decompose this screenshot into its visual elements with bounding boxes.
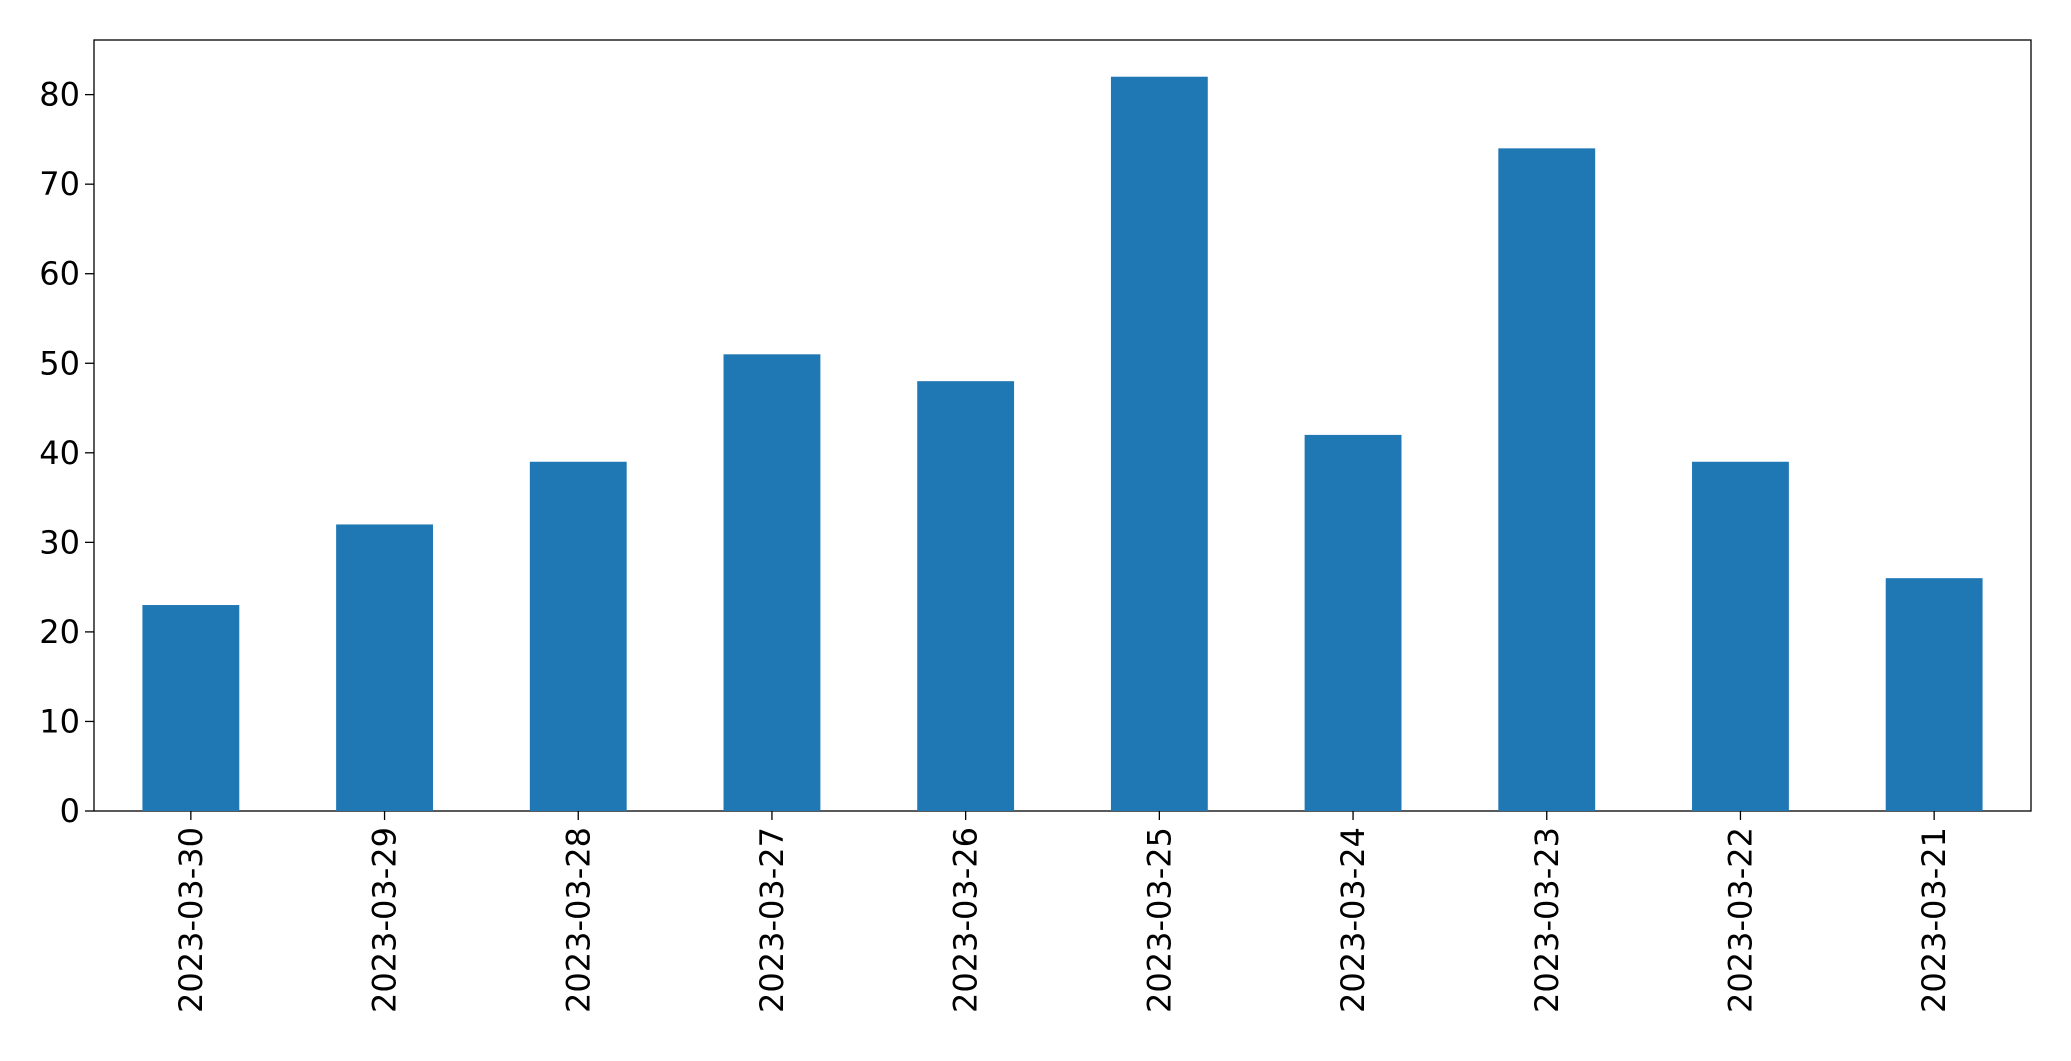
x-tick-label: 2023-03-26: [947, 827, 985, 1013]
x-tick-label: 2023-03-29: [366, 827, 404, 1013]
y-tick-label: 40: [39, 434, 80, 472]
bar: [336, 524, 433, 811]
axes-frame: [93, 39, 2032, 812]
y-tick-label: 0: [60, 792, 80, 830]
y-tick-label: 80: [39, 76, 80, 114]
x-tick-label: 2023-03-22: [1721, 827, 1759, 1013]
x-tick-label: 2023-03-27: [753, 827, 791, 1013]
y-tick-label: 70: [39, 165, 80, 203]
bar: [1304, 434, 1402, 811]
x-tick-label: 2023-03-25: [1140, 827, 1178, 1013]
bar: [529, 461, 627, 811]
x-tick-label: 2023-03-30: [172, 827, 210, 1013]
bar: [1692, 461, 1789, 811]
x-tick-label: 2023-03-28: [559, 827, 597, 1013]
bar: [1110, 76, 1208, 811]
bar: [1498, 148, 1596, 811]
x-tick-label: 2023-03-23: [1528, 827, 1566, 1013]
y-tick-label: 20: [39, 613, 80, 651]
y-tick-label: 60: [39, 255, 80, 293]
x-tick-label: 2023-03-24: [1334, 827, 1372, 1013]
y-tick-label: 30: [39, 523, 80, 561]
y-tick-label: 10: [39, 702, 80, 740]
x-tick-label: 2023-03-21: [1915, 827, 1953, 1013]
y-tick-label: 50: [39, 344, 80, 382]
bar: [1885, 578, 1983, 811]
bar: [142, 605, 240, 811]
bar: [723, 354, 821, 811]
bar: [917, 381, 1015, 811]
